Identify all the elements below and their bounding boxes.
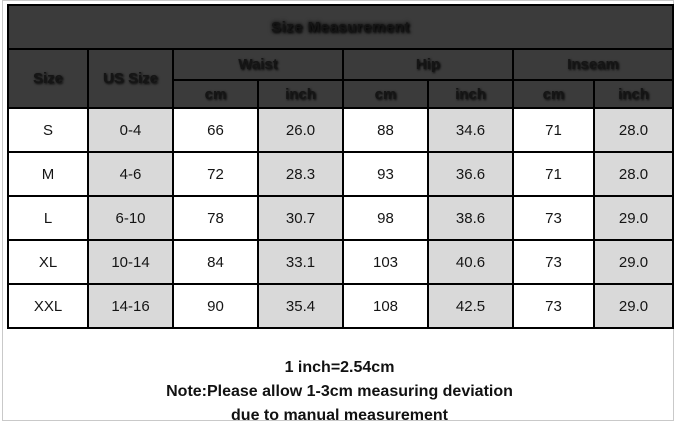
inseam-cm-value: 73: [512, 195, 595, 241]
size-label: S: [7, 107, 89, 153]
inseam-cm-value: 73: [512, 239, 595, 285]
us-size-value: 14-16: [87, 283, 174, 329]
us-size-value: 0-4: [87, 107, 174, 153]
hip-cm-value: 93: [342, 151, 429, 197]
column-header-hip-inch: inch: [427, 79, 514, 109]
table-row-xxl: XXL 14-16 90 35.4 108 42.5 73 29.0: [7, 283, 675, 329]
table-row-s: S 0-4 66 26.0 88 34.6 71 28.0: [7, 107, 675, 153]
hip-cm-value: 88: [342, 107, 429, 153]
hip-cm-value: 103: [342, 239, 429, 285]
title-row: Size Measurement: [6, 4, 675, 50]
header-group-row: Size US Size Waist Hip Inseam: [7, 48, 675, 109]
size-label: XXL: [7, 283, 89, 329]
table-row-xl: XL 10-14 84 33.1 103 40.6 73 29.0: [7, 239, 675, 285]
column-header-waist-inch: inch: [257, 79, 344, 109]
size-label: L: [7, 195, 89, 241]
footer-deviation-line: Note:Please allow 1-3cm measuring deviat…: [166, 383, 513, 400]
hip-inch-value: 42.5: [427, 283, 514, 329]
column-header-inseam-inch: inch: [592, 79, 675, 109]
waist-cm-value: 78: [172, 195, 259, 241]
column-header-inseam: Inseam: [511, 48, 675, 81]
size-measurement-table: Size Measurement Size US Size Waist Hip …: [6, 4, 675, 329]
size-label: XL: [7, 239, 89, 285]
inseam-cm-value: 71: [512, 151, 595, 197]
table-row-m: M 4-6 72 28.3 93 36.6 71 28.0: [7, 151, 675, 197]
inseam-cm-value: 71: [512, 107, 595, 153]
hip-cm-value: 98: [342, 195, 429, 241]
column-header-hip: Hip: [342, 48, 514, 81]
hip-inch-value: 36.6: [427, 151, 514, 197]
waist-cm-value: 90: [172, 283, 259, 329]
hip-inch-value: 34.6: [427, 107, 514, 153]
column-header-inseam-cm: cm: [512, 79, 595, 109]
us-size-value: 6-10: [87, 195, 174, 241]
waist-inch-value: 30.7: [257, 195, 344, 241]
header-unit-row: cm inch cm inch cm inch: [8, 79, 675, 109]
us-size-value: 4-6: [87, 151, 174, 197]
footer-deviation-line-2: due to manual measurement: [231, 407, 448, 424]
column-header-us-size: US Size: [87, 48, 174, 109]
inseam-inch-value: 29.0: [592, 283, 675, 329]
size-label: M: [7, 151, 89, 197]
column-header-size: Size: [7, 48, 89, 109]
footer-note: 1 inch=2.54cm Note:Please allow 1-3cm me…: [0, 356, 679, 428]
inseam-inch-value: 28.0: [592, 107, 675, 153]
waist-inch-value: 26.0: [257, 107, 344, 153]
hip-inch-value: 40.6: [427, 239, 514, 285]
inseam-inch-value: 29.0: [592, 195, 675, 241]
waist-cm-value: 72: [172, 151, 259, 197]
column-header-hip-cm: cm: [342, 79, 429, 109]
hip-inch-value: 38.6: [427, 195, 514, 241]
column-header-waist-cm: cm: [172, 79, 259, 109]
waist-inch-value: 28.3: [257, 151, 344, 197]
hip-cm-value: 108: [342, 283, 429, 329]
waist-cm-value: 84: [172, 239, 259, 285]
waist-cm-value: 66: [172, 107, 259, 153]
page-title: Size Measurement: [6, 4, 675, 50]
table-row-l: L 6-10 78 30.7 98 38.6 73 29.0: [7, 195, 675, 241]
waist-inch-value: 33.1: [257, 239, 344, 285]
inseam-cm-value: 73: [512, 283, 595, 329]
us-size-value: 10-14: [87, 239, 174, 285]
inseam-inch-value: 29.0: [592, 239, 675, 285]
column-header-waist: Waist: [172, 48, 344, 81]
waist-inch-value: 35.4: [257, 283, 344, 329]
inseam-inch-value: 28.0: [592, 151, 675, 197]
footer-conversion-line: 1 inch=2.54cm: [284, 359, 395, 376]
